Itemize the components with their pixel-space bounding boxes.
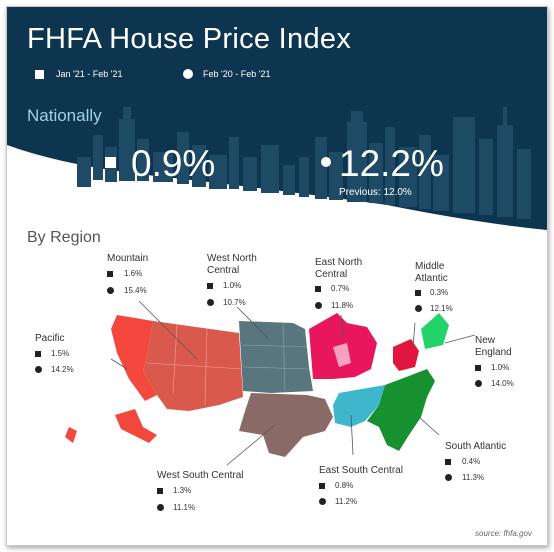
nationally-heading: Nationally (27, 106, 102, 125)
east-south-central-monthly-value: 0.8% (335, 481, 354, 490)
new-england-name-line2: England (475, 347, 512, 358)
mountain-annual-value: 15.4% (124, 286, 147, 295)
east-south-central-annual-value: 11.2% (335, 497, 358, 506)
pacific-region-shape (65, 315, 157, 443)
legend-annual-label: Feb '20 - Feb '21 (203, 69, 271, 79)
new-england-region-shape (421, 313, 449, 349)
west-north-central-annual-dot-icon (207, 299, 214, 306)
east-north-central-annual-value: 11.8% (331, 301, 354, 310)
pacific-annual-value: 14.2% (51, 365, 74, 374)
west-south-central-monthly-square-icon (157, 488, 163, 494)
new-england-monthly-square-icon (475, 365, 481, 371)
west-south-central-annual-dot-icon (157, 504, 164, 511)
east-north-central-monthly-value: 0.7% (331, 284, 350, 293)
mountain-monthly-value: 1.6% (124, 269, 143, 278)
west-south-central-monthly-value: 1.3% (173, 486, 192, 495)
city-skyline-graphic (77, 107, 531, 219)
new-england-monthly-value: 1.0% (491, 363, 510, 372)
middle-atlantic-monthly-square-icon (415, 290, 421, 296)
west-south-central-name: West South Central (157, 470, 244, 481)
national-annual-dot-icon (321, 157, 331, 167)
east-south-central-annual-dot-icon (319, 498, 326, 505)
mountain-annual-dot-icon (107, 287, 114, 294)
pacific-annual-dot-icon (35, 366, 42, 373)
page-title: FHFA House Price Index (27, 23, 352, 55)
west-north-central-monthly-square-icon (207, 283, 213, 289)
south-atlantic-region-shape (367, 369, 435, 451)
south-atlantic-monthly-square-icon (445, 459, 451, 465)
west-north-central-region-shape (239, 321, 313, 393)
mountain-monthly-square-icon (107, 271, 113, 277)
west-north-central-name-line1: West North (207, 253, 257, 264)
infographic-frame: FHFA House Price Index Jan '21 - Feb '21… (6, 6, 548, 546)
by-region-heading: By Region (27, 229, 101, 246)
middle-atlantic-name-line1: Middle (415, 261, 445, 272)
middle-atlantic-annual-value: 12.1% (430, 304, 453, 313)
west-south-central-region-shape (239, 393, 333, 457)
national-monthly-previous: Previous: 1.0% (121, 187, 189, 198)
south-atlantic-name: South Atlantic (445, 441, 507, 452)
middle-atlantic-annual-dot-icon (415, 305, 422, 312)
south-atlantic-annual-value: 11.3% (462, 473, 485, 482)
west-south-central-annual-value: 11.1% (173, 503, 196, 512)
east-north-central-monthly-square-icon (315, 286, 321, 292)
east-north-central-name-line1: East North (315, 257, 363, 268)
east-south-central-region-shape (333, 385, 385, 427)
east-south-central-monthly-square-icon (319, 483, 325, 489)
south-atlantic-annual-dot-icon (445, 474, 452, 481)
middle-atlantic-region-shape (393, 339, 419, 371)
new-england-annual-dot-icon (475, 380, 482, 387)
pacific-monthly-square-icon (35, 351, 41, 357)
legend-dot-icon (183, 69, 193, 79)
us-regions-map (65, 300, 476, 466)
header-background (7, 7, 547, 230)
middle-atlantic-name-line2: Atlantic (415, 273, 448, 284)
national-monthly-value: 0.9% (131, 143, 216, 184)
source-credit: source: fhfa.gov (475, 529, 532, 538)
legend-square-icon (35, 70, 44, 79)
east-north-central-annual-dot-icon (315, 302, 322, 309)
pacific-monthly-value: 1.5% (51, 349, 70, 358)
national-annual-value: 12.2% (339, 143, 444, 184)
national-monthly-square-icon (105, 157, 116, 168)
new-england-annual-value: 14.0% (491, 379, 514, 388)
legend-monthly-label: Jan '21 - Feb '21 (56, 69, 123, 79)
east-north-central-name-line2: Central (315, 269, 348, 280)
national-annual-previous: Previous: 12.0% (339, 187, 412, 198)
mountain-name: Mountain (107, 253, 149, 264)
south-atlantic-monthly-value: 0.4% (462, 457, 481, 466)
west-north-central-annual-value: 10.7% (223, 298, 246, 307)
pacific-name: Pacific (35, 333, 65, 344)
new-england-name-line1: New (475, 335, 496, 346)
east-south-central-name: East South Central (319, 465, 403, 476)
west-north-central-monthly-value: 1.0% (223, 281, 242, 290)
west-north-central-name-line2: Central (207, 265, 240, 276)
middle-atlantic-monthly-value: 0.3% (430, 288, 449, 297)
